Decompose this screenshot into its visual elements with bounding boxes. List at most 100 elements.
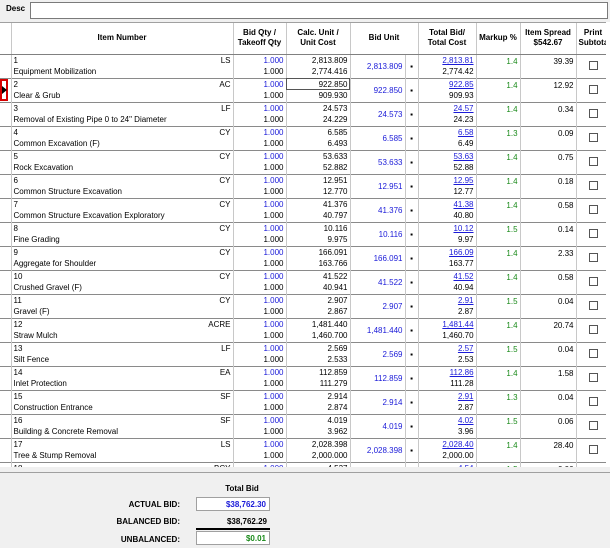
table-row[interactable]: 12 ACRE 1.000 1,481.440 1,481.440 ▪ 1,481.44 1.… bbox=[0, 317, 610, 342]
bid-unit-cell[interactable]: 2.907 bbox=[350, 293, 406, 318]
bid-qty-cell[interactable]: 1.000 bbox=[233, 125, 287, 138]
markup-cell[interactable]: 1.5 bbox=[476, 413, 521, 438]
table-row[interactable]: 13 LF 1.000 2.569 2.569 ▪ 2.57 1.5 0.04 bbox=[0, 341, 610, 366]
bid-qty-cell[interactable]: 1.000 bbox=[233, 245, 287, 258]
takeoff-qty-cell[interactable]: 1.000 bbox=[233, 186, 287, 198]
bid-qty-cell[interactable]: 1.000 bbox=[233, 317, 287, 330]
desc-input[interactable] bbox=[30, 2, 608, 19]
col-calc-unit[interactable]: Calc. Unit / Unit Cost bbox=[286, 23, 351, 55]
calc-unit-cell[interactable]: 24.573 bbox=[286, 101, 351, 114]
takeoff-qty-cell[interactable]: 1.000 bbox=[233, 354, 287, 366]
item-description[interactable]: Inlet Protection bbox=[11, 378, 234, 390]
item-description[interactable]: Building & Concrete Removal bbox=[11, 426, 234, 438]
print-subtotal-cell[interactable] bbox=[576, 77, 610, 102]
calc-unit-cell[interactable]: 4.537 bbox=[286, 461, 351, 467]
bid-qty-cell[interactable]: 1.000 bbox=[233, 413, 287, 426]
total-bid-cell[interactable]: 6.58 bbox=[418, 125, 477, 138]
total-bid-cell[interactable]: 4.02 bbox=[418, 413, 477, 426]
bid-unit-dropdown[interactable]: ▪ bbox=[405, 173, 419, 198]
markup-cell[interactable]: 1.4 bbox=[476, 197, 521, 222]
bid-qty-cell[interactable]: 1.000 bbox=[233, 221, 287, 234]
table-row-detail[interactable]: Construction Entrance 1.000 2.874 2.87 bbox=[0, 402, 610, 414]
print-subtotal-cell[interactable] bbox=[576, 293, 610, 318]
bid-unit-dropdown[interactable]: ▪ bbox=[405, 101, 419, 126]
calc-unit-cell[interactable]: 922.850 bbox=[286, 77, 351, 90]
table-row-detail[interactable]: Gravel (F) 1.000 2.867 2.87 bbox=[0, 306, 610, 318]
markup-cell[interactable]: 1.5 bbox=[476, 461, 521, 467]
print-subtotal-checkbox[interactable] bbox=[588, 421, 598, 430]
col-bid-unit[interactable]: Bid Unit bbox=[350, 23, 419, 55]
col-item-number[interactable]: Item Number bbox=[11, 23, 234, 55]
print-subtotal-checkbox[interactable] bbox=[588, 445, 598, 454]
bid-qty-cell[interactable]: 1.000 bbox=[233, 173, 287, 186]
total-bid-cell[interactable]: 24.57 bbox=[418, 101, 477, 114]
table-row-detail[interactable]: Tree & Stump Removal 1.000 2,000.000 2,000.… bbox=[0, 450, 610, 462]
bid-unit-cell[interactable]: 2.914 bbox=[350, 389, 406, 414]
print-subtotal-cell[interactable] bbox=[576, 173, 610, 198]
item-description[interactable]: Fine Grading bbox=[11, 234, 234, 246]
takeoff-qty-cell[interactable]: 1.000 bbox=[233, 378, 287, 390]
item-number-cell[interactable]: 6 CY bbox=[11, 173, 234, 186]
calc-unit-cell[interactable]: 2,028.398 bbox=[286, 437, 351, 450]
total-bid-cell[interactable]: 2,028.40 bbox=[418, 437, 477, 450]
bid-qty-cell[interactable]: 1.000 bbox=[233, 149, 287, 162]
bid-qty-cell[interactable]: 1.000 bbox=[233, 197, 287, 210]
total-bid-link[interactable]: 53.63 bbox=[453, 151, 474, 161]
total-bid-cell[interactable]: 10.12 bbox=[418, 221, 477, 234]
calc-unit-cell[interactable]: 2.569 bbox=[286, 341, 351, 354]
takeoff-qty-cell[interactable]: 1.000 bbox=[233, 426, 287, 438]
takeoff-qty-cell[interactable]: 1.000 bbox=[233, 402, 287, 414]
bid-qty-cell[interactable]: 1.000 bbox=[233, 101, 287, 114]
print-subtotal-cell[interactable] bbox=[576, 341, 610, 366]
takeoff-qty-cell[interactable]: 1.000 bbox=[233, 114, 287, 126]
item-number-cell[interactable]: 13 LF bbox=[11, 341, 234, 354]
calc-unit-cell[interactable]: 53.633 bbox=[286, 149, 351, 162]
calc-unit-cell[interactable]: 10.116 bbox=[286, 221, 351, 234]
item-number-cell[interactable]: 15 SF bbox=[11, 389, 234, 402]
item-description[interactable]: Aggregate for Shoulder bbox=[11, 258, 234, 270]
bid-unit-dropdown[interactable]: ▪ bbox=[405, 413, 419, 438]
total-bid-link[interactable]: 2,028.40 bbox=[442, 439, 474, 449]
takeoff-qty-cell[interactable]: 1.000 bbox=[233, 90, 287, 102]
bid-unit-dropdown[interactable]: ▪ bbox=[405, 149, 419, 174]
bid-unit-cell[interactable]: 112.859 bbox=[350, 365, 406, 390]
item-description[interactable]: Silt Fence bbox=[11, 354, 234, 366]
bid-unit-dropdown[interactable]: ▪ bbox=[405, 437, 419, 462]
table-row[interactable]: 2 AC 1.000 922.850 922.850 ▪ 922.85 1.4 12.92 bbox=[0, 77, 610, 102]
markup-cell[interactable]: 1.4 bbox=[476, 53, 521, 78]
markup-cell[interactable]: 1.4 bbox=[476, 149, 521, 174]
total-bid-cell[interactable]: 4.54 bbox=[418, 461, 477, 467]
calc-unit-cell[interactable]: 2,813.809 bbox=[286, 53, 351, 66]
calc-unit-cell[interactable]: 12.951 bbox=[286, 173, 351, 186]
print-subtotal-cell[interactable] bbox=[576, 53, 610, 78]
bid-unit-dropdown[interactable]: ▪ bbox=[405, 341, 419, 366]
print-subtotal-cell[interactable] bbox=[576, 101, 610, 126]
total-bid-link[interactable]: 10.12 bbox=[453, 223, 474, 233]
bid-unit-dropdown[interactable]: ▪ bbox=[405, 293, 419, 318]
bid-qty-cell[interactable]: 1.000 bbox=[233, 293, 287, 306]
table-row[interactable]: 7 CY 1.000 41.376 41.376 ▪ 41.38 1.4 0.58 bbox=[0, 197, 610, 222]
total-bid-link[interactable]: 24.57 bbox=[453, 103, 474, 113]
row-selector[interactable] bbox=[0, 53, 12, 78]
row-selector[interactable] bbox=[0, 245, 12, 270]
row-selector[interactable] bbox=[0, 437, 12, 462]
calc-unit-cell[interactable]: 1,481.440 bbox=[286, 317, 351, 330]
total-bid-link[interactable]: 41.52 bbox=[453, 271, 474, 281]
item-description[interactable]: Tree & Stump Removal bbox=[11, 450, 234, 462]
table-row[interactable]: 4 CY 1.000 6.585 6.585 ▪ 6.58 1.3 0.09 bbox=[0, 125, 610, 150]
table-row-detail[interactable]: Inlet Protection 1.000 111.279 111.28 bbox=[0, 378, 610, 390]
bid-unit-dropdown[interactable]: ▪ bbox=[405, 461, 419, 467]
table-row-detail[interactable]: Equipment Mobilization 1.000 2,774.416 2,77… bbox=[0, 66, 610, 78]
item-number-cell[interactable]: 16 SF bbox=[11, 413, 234, 426]
bid-unit-cell[interactable]: 2,028.398 bbox=[350, 437, 406, 462]
total-bid-link[interactable]: 922.85 bbox=[449, 79, 474, 89]
bid-unit-dropdown[interactable]: ▪ bbox=[405, 365, 419, 390]
table-row[interactable]: 10 CY 1.000 41.522 41.522 ▪ 41.52 1.4 0.58 bbox=[0, 269, 610, 294]
bid-qty-cell[interactable]: 1.000 bbox=[233, 389, 287, 402]
item-description[interactable]: Construction Entrance bbox=[11, 402, 234, 414]
print-subtotal-checkbox[interactable] bbox=[588, 85, 598, 94]
table-row[interactable]: 11 CY 1.000 2.907 2.907 ▪ 2.91 1.5 0.04 bbox=[0, 293, 610, 318]
table-row[interactable]: 1 LS 1.000 2,813.809 2,813.809 ▪ 2,813.81 1.4 39… bbox=[0, 53, 610, 78]
item-number-cell[interactable]: 1 LS bbox=[11, 53, 234, 66]
total-bid-cell[interactable]: 2.91 bbox=[418, 389, 477, 402]
